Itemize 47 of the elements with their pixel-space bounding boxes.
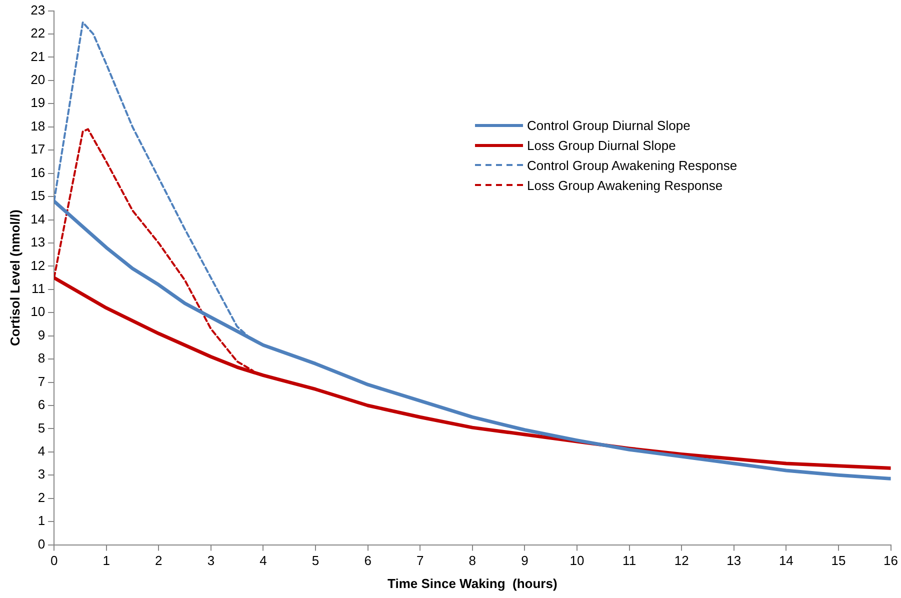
- x-tick-label: 5: [312, 553, 320, 568]
- x-tick-label: 9: [521, 553, 528, 568]
- y-tick-label: 18: [30, 118, 46, 134]
- y-tick-label: 19: [30, 95, 46, 110]
- x-tick-label: 6: [364, 553, 372, 568]
- x-tick-label: 3: [207, 553, 215, 568]
- y-tick-label: 10: [30, 304, 46, 320]
- x-axis-title: Time Since Waking (hours): [388, 576, 558, 591]
- x-tick-label: 10: [570, 553, 584, 568]
- y-tick-label: 12: [30, 258, 46, 273]
- legend-label: Control Group Diurnal Slope: [527, 118, 690, 132]
- y-tick-label: 20: [30, 72, 46, 88]
- y-tick-label: 9: [38, 327, 46, 342]
- x-tick-label: 15: [831, 553, 846, 568]
- x-tick-label: 1: [102, 553, 110, 568]
- y-tick-label: 8: [38, 350, 46, 366]
- y-tick-label: 2: [38, 490, 46, 505]
- x-tick-label: 2: [155, 553, 162, 568]
- x-tick-label: 16: [884, 553, 898, 568]
- y-tick-label: 14: [30, 211, 46, 226]
- x-tick-label: 8: [468, 553, 476, 568]
- x-tick-label: 0: [50, 553, 58, 568]
- y-tick-label: 0: [38, 536, 46, 552]
- x-tick-label: 13: [726, 553, 742, 568]
- y-tick-label: 7: [38, 374, 46, 389]
- x-tick-label: 7: [416, 553, 424, 568]
- legend-label: Loss Group Awakening Response: [527, 178, 723, 192]
- y-tick-label: 13: [30, 234, 46, 250]
- y-tick-label: 3: [38, 466, 46, 482]
- y-tick-label: 1: [38, 513, 46, 528]
- y-tick-label: 22: [30, 26, 46, 41]
- y-tick-label: 21: [30, 48, 46, 64]
- y-tick-label: 17: [30, 142, 46, 157]
- y-tick-label: 5: [38, 420, 46, 436]
- x-tick-label: 12: [674, 553, 689, 568]
- legend-label: Control Group Awakening Response: [527, 158, 738, 172]
- x-tick-label: 14: [778, 553, 794, 568]
- x-tick-label: 4: [260, 553, 267, 568]
- x-tick-label: 11: [622, 553, 636, 568]
- y-axis-title: Cortisol Level (nmol/l): [7, 210, 22, 346]
- y-tick-label: 6: [38, 397, 46, 412]
- y-tick-label: 15: [30, 188, 46, 204]
- y-tick-label: 4: [38, 444, 46, 459]
- y-tick-label: 23: [30, 2, 46, 18]
- legend-label: Loss Group Diurnal Slope: [527, 138, 676, 152]
- y-tick-label: 11: [32, 280, 46, 296]
- y-tick-label: 16: [30, 164, 46, 180]
